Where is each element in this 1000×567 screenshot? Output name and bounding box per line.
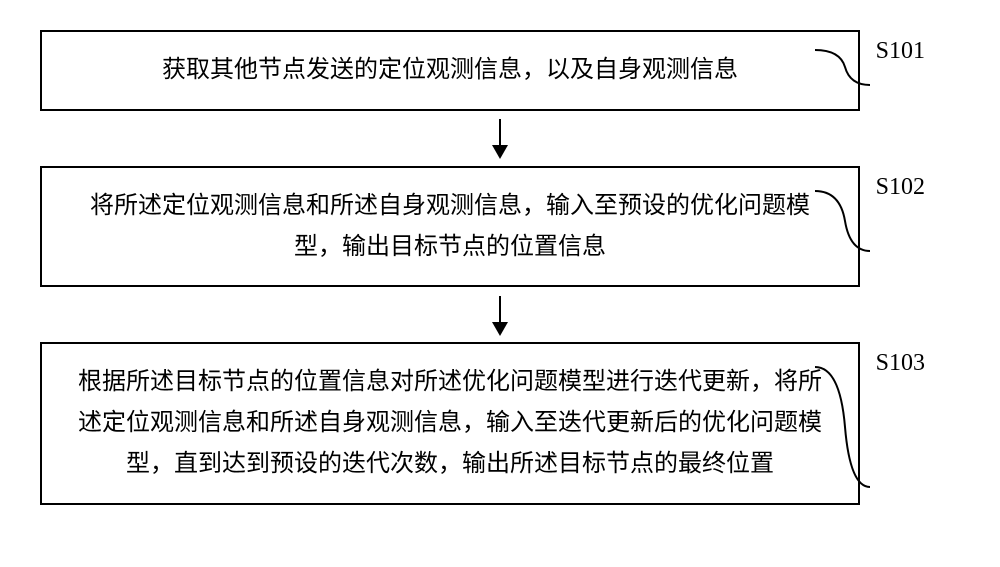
step-row-s102: 将所述定位观测信息和所述自身观测信息，输入至预设的优化问题模型，输出目标节点的位… <box>40 166 960 288</box>
step-box-s101: 获取其他节点发送的定位观测信息，以及自身观测信息 <box>40 30 860 111</box>
curve-bracket-s103 <box>815 362 875 492</box>
flowchart-container: 获取其他节点发送的定位观测信息，以及自身观测信息 S101 将所述定位观测信息和… <box>40 30 960 505</box>
arrow-head <box>492 322 508 336</box>
arrow-s102-s103 <box>90 287 910 342</box>
arrow-head <box>492 145 508 159</box>
step-text-s101: 获取其他节点发送的定位观测信息，以及自身观测信息 <box>162 57 738 83</box>
step-row-s103: 根据所述目标节点的位置信息对所述优化问题模型进行迭代更新，将所述定位观测信息和所… <box>40 342 960 504</box>
arrow-shape <box>499 296 501 334</box>
step-row-s101: 获取其他节点发送的定位观测信息，以及自身观测信息 S101 <box>40 30 960 111</box>
step-label-s102: S102 <box>876 174 925 201</box>
arrow-shape <box>499 119 501 157</box>
step-box-s103: 根据所述目标节点的位置信息对所述优化问题模型进行迭代更新，将所述定位观测信息和所… <box>40 342 860 504</box>
step-label-s103: S103 <box>876 350 925 377</box>
step-box-s102: 将所述定位观测信息和所述自身观测信息，输入至预设的优化问题模型，输出目标节点的位… <box>40 166 860 288</box>
step-label-s101: S101 <box>876 38 925 65</box>
step-text-s102: 将所述定位观测信息和所述自身观测信息，输入至预设的优化问题模型，输出目标节点的位… <box>90 193 810 260</box>
arrow-s101-s102 <box>90 111 910 166</box>
curve-bracket-s101 <box>815 45 875 90</box>
step-text-s103: 根据所述目标节点的位置信息对所述优化问题模型进行迭代更新，将所述定位观测信息和所… <box>78 369 822 477</box>
curve-bracket-s102 <box>815 186 875 256</box>
